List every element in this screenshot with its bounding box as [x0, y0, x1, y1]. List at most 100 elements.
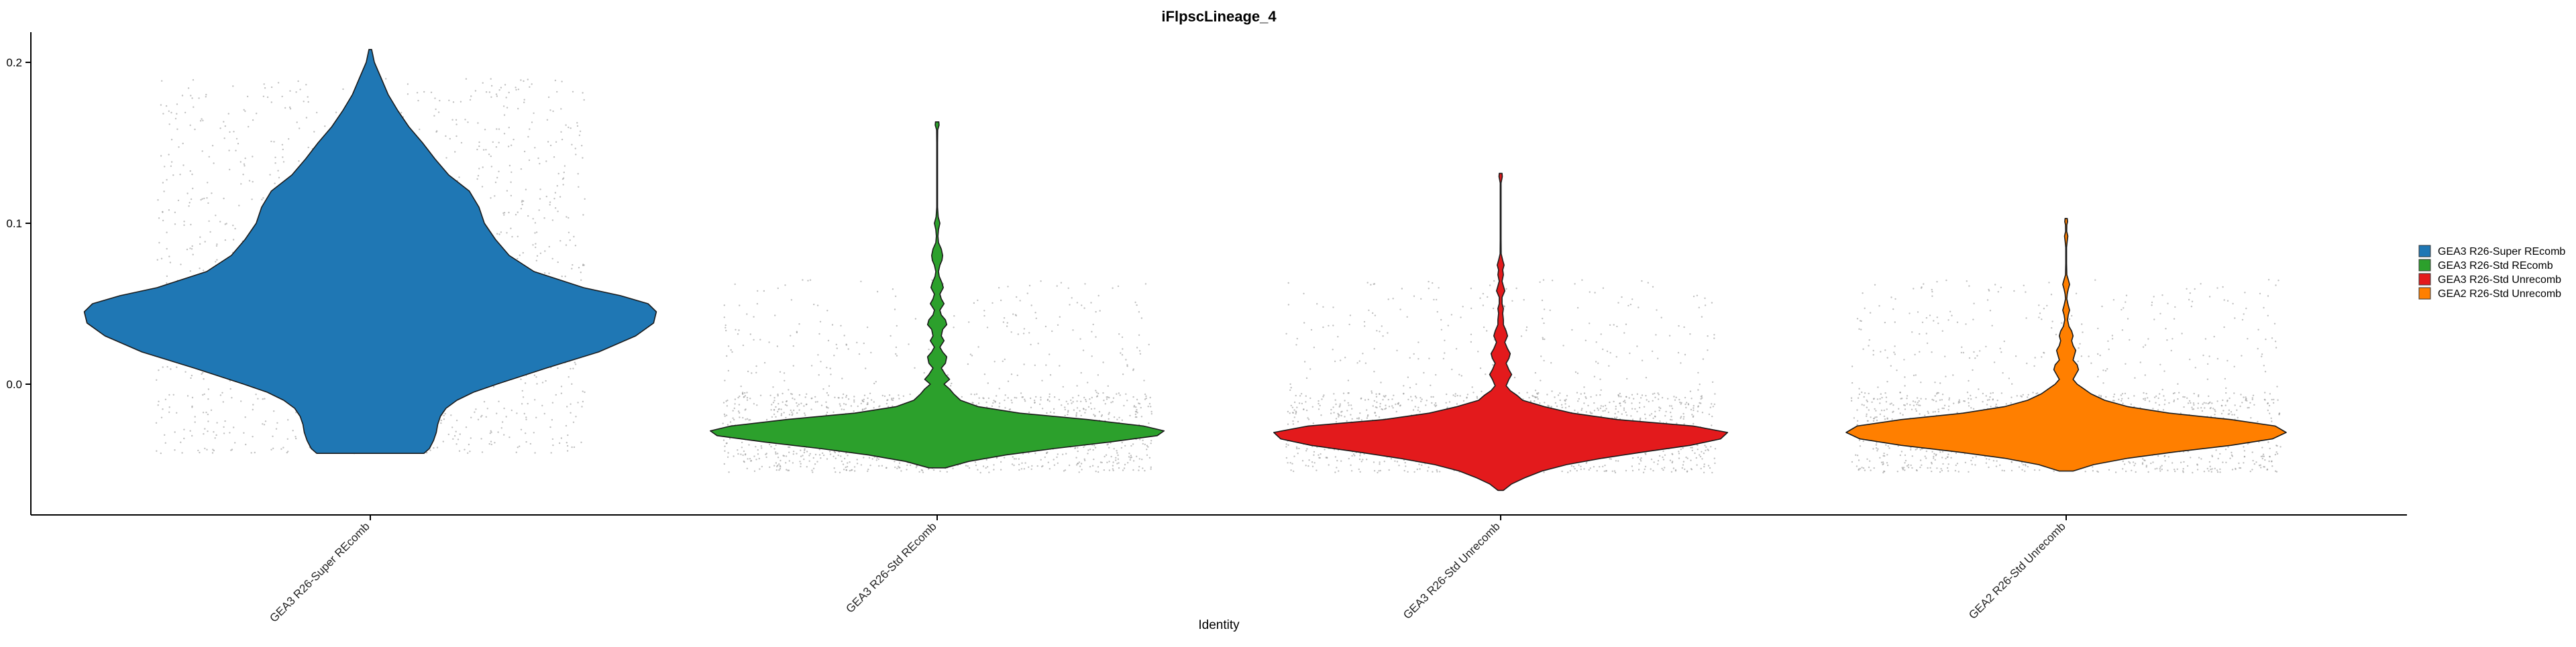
- jitter-point: [806, 466, 808, 468]
- jitter-point: [2231, 451, 2233, 454]
- jitter-point: [1378, 470, 1380, 472]
- jitter-point: [2182, 468, 2184, 470]
- jitter-point: [168, 394, 170, 396]
- jitter-point: [1347, 402, 1349, 404]
- jitter-point: [1138, 334, 1140, 336]
- jitter-point: [168, 110, 170, 112]
- jitter-point: [1094, 447, 1097, 449]
- jitter-point: [1611, 470, 1613, 472]
- jitter-point: [1105, 454, 1108, 456]
- jitter-point: [531, 83, 533, 85]
- jitter-point: [863, 398, 865, 400]
- jitter-point: [1358, 360, 1361, 362]
- jitter-point: [779, 371, 782, 373]
- jitter-point: [276, 422, 278, 424]
- jitter-point: [508, 436, 511, 438]
- jitter-point: [1946, 467, 1949, 469]
- jitter-point: [1093, 458, 1095, 461]
- jitter-point: [1313, 462, 1316, 464]
- jitter-point: [722, 402, 725, 404]
- jitter-point: [520, 79, 522, 81]
- jitter-point: [223, 432, 225, 434]
- jitter-point: [1629, 303, 1632, 306]
- jitter-point: [1883, 453, 1885, 455]
- jitter-point: [1397, 402, 1400, 404]
- jitter-point: [1633, 398, 1635, 400]
- jitter-point: [2271, 337, 2273, 339]
- jitter-point: [289, 108, 292, 110]
- jitter-point: [1617, 394, 1619, 396]
- jitter-point: [1543, 471, 1545, 473]
- jitter-point: [1571, 329, 1573, 331]
- jitter-point: [820, 457, 822, 459]
- jitter-point: [1685, 456, 1687, 459]
- jitter-point: [1089, 465, 1091, 468]
- jitter-point: [1689, 333, 1691, 335]
- jitter-point: [831, 324, 834, 326]
- jitter-point: [1675, 396, 1677, 398]
- jitter-point: [1904, 385, 1906, 387]
- jitter-point: [753, 403, 755, 405]
- jitter-point: [1403, 393, 1405, 395]
- jitter-point: [1704, 304, 1707, 306]
- jitter-point: [792, 451, 795, 453]
- jitter-point: [1133, 406, 1135, 408]
- jitter-point: [2024, 470, 2026, 472]
- jitter-point: [826, 458, 828, 460]
- jitter-point: [1384, 396, 1386, 398]
- jitter-point: [189, 430, 191, 432]
- jitter-point: [1661, 467, 1663, 470]
- jitter-point: [2200, 458, 2202, 460]
- jitter-point: [201, 118, 203, 120]
- jitter-point: [2177, 383, 2179, 385]
- jitter-point: [248, 125, 250, 128]
- jitter-point: [734, 283, 736, 286]
- jitter-point: [816, 401, 818, 403]
- jitter-point: [1082, 408, 1085, 410]
- jitter-point: [1896, 369, 1898, 371]
- jitter-point: [786, 404, 788, 407]
- jitter-point: [1607, 411, 1610, 414]
- jitter-point: [494, 195, 496, 197]
- jitter-point: [803, 458, 805, 461]
- jitter-point: [1344, 416, 1346, 418]
- jitter-point: [1687, 404, 1690, 406]
- jitter-point: [1403, 385, 1405, 387]
- jitter-point: [2252, 394, 2255, 396]
- jitter-point: [1941, 399, 1943, 401]
- jitter-point: [1071, 402, 1073, 404]
- jitter-point: [511, 171, 513, 173]
- jitter-point: [2145, 392, 2147, 395]
- jitter-point: [1095, 310, 1097, 313]
- jitter-point: [841, 460, 843, 463]
- jitter-point: [503, 407, 505, 410]
- jitter-point: [949, 385, 952, 387]
- jitter-point: [557, 211, 559, 213]
- jitter-point: [1712, 406, 1715, 408]
- jitter-point: [1104, 455, 1106, 458]
- jitter-point: [263, 83, 265, 85]
- jitter-point: [723, 463, 726, 465]
- jitter-point: [468, 443, 470, 446]
- jitter-point: [1874, 408, 1876, 410]
- jitter-point: [1448, 401, 1451, 403]
- jitter-point: [979, 471, 981, 474]
- jitter-point: [492, 386, 495, 388]
- jitter-point: [845, 343, 847, 345]
- jitter-point: [1376, 406, 1378, 409]
- jitter-point: [738, 412, 741, 414]
- jitter-point: [1600, 405, 1602, 407]
- jitter-point: [1075, 412, 1078, 414]
- jitter-point: [1384, 408, 1386, 410]
- jitter-point: [1024, 462, 1026, 464]
- jitter-point: [1617, 460, 1619, 462]
- jitter-point: [2159, 363, 2161, 365]
- jitter-point: [1307, 418, 1310, 420]
- jitter-point: [2247, 443, 2249, 445]
- jitter-point: [1080, 463, 1083, 465]
- jitter-point: [1525, 326, 1528, 329]
- jitter-point: [1858, 469, 1860, 471]
- jitter-point: [800, 449, 802, 451]
- jitter-point: [1016, 374, 1019, 376]
- jitter-point: [1067, 414, 1069, 416]
